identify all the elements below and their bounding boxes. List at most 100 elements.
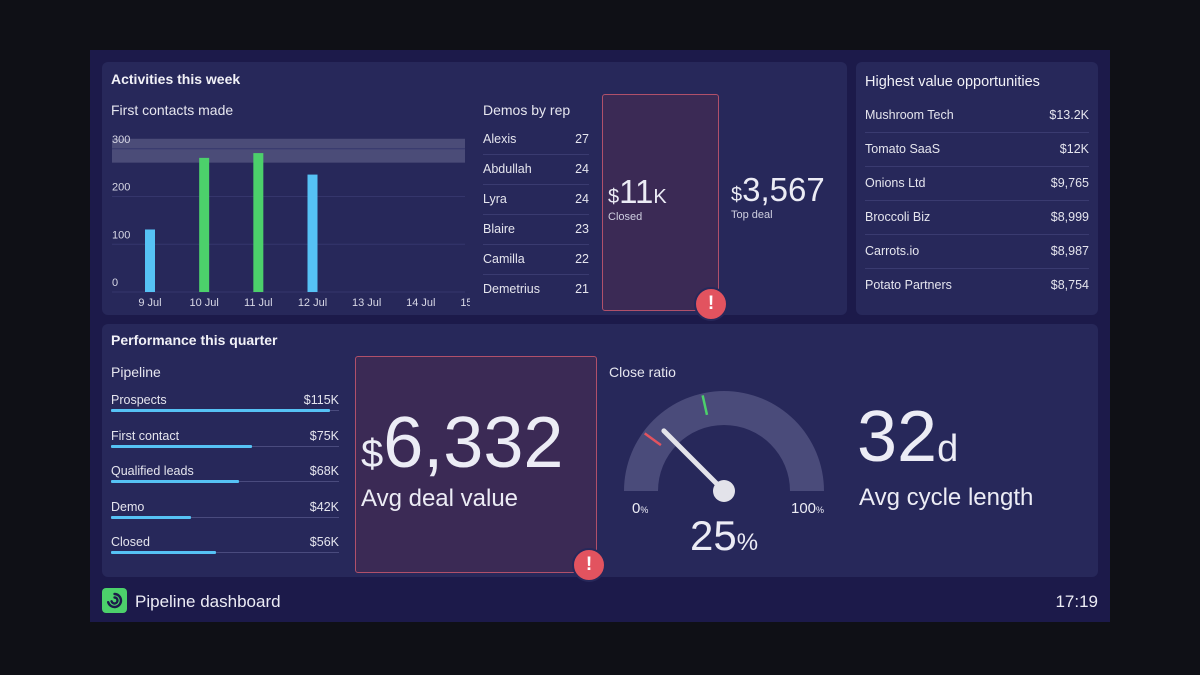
gauge-needle (661, 428, 727, 494)
closed-label: Closed (608, 211, 643, 223)
stage-name: Closed (111, 535, 150, 549)
rep-name: Alexis (483, 132, 517, 146)
bar (307, 174, 318, 292)
first-contacts-chart: 0 100 200 300 9 Jul 10 Jul 11 Jul 12 Jul 13 Jul 1… (112, 134, 470, 309)
opportunity-row[interactable]: Potato Partners $8,754 (865, 269, 1089, 302)
rep-name: Demetrius (483, 282, 540, 296)
stage-name: Demo (111, 499, 145, 514)
x-tick-label: 14 Jul (406, 297, 435, 309)
stage-name: Qualified leads (111, 464, 194, 478)
rep-demos: 22 (575, 252, 589, 266)
x-tick-label: 12 Jul (298, 297, 327, 309)
x-tick-label: 15 Jul (460, 297, 470, 309)
x-tick-label: 10 Jul (189, 297, 218, 309)
gauge-low-marker (643, 432, 662, 447)
opportunity-row[interactable]: Mushroom Tech $13.2K (865, 99, 1089, 133)
pipeline-stage-row: Prospects $115K (111, 393, 339, 423)
demo-rep-row: Lyra 24 (483, 185, 589, 215)
bar (145, 229, 155, 292)
gauge-min-label: 0% (632, 500, 648, 517)
alert-icon[interactable]: ! (694, 287, 728, 321)
demo-rep-row: Camilla 22 (483, 245, 589, 275)
stage-name: Prospects (111, 393, 167, 407)
cycle-label: Avg cycle length (859, 484, 1034, 511)
stage-progress-bar (111, 444, 253, 448)
opportunities-panel: Highest value opportunities Mushroom Tec… (856, 62, 1098, 315)
target-band (112, 138, 465, 163)
y-tick-label: 0 (112, 277, 118, 289)
stage-value: $115K (303, 393, 339, 407)
opportunity-name: Tomato SaaS (865, 142, 941, 156)
stage-progress-bar (111, 409, 330, 412)
opportunity-value: $8,999 (1050, 210, 1089, 224)
stage-track (111, 552, 339, 553)
top-deal-number: 3,567 (742, 171, 825, 208)
gauge-track (624, 391, 824, 491)
close-ratio-unit: % (736, 529, 759, 556)
y-tick-label: 100 (112, 229, 130, 241)
close-ratio-title: Close ratio (609, 364, 676, 380)
rep-name: Camilla (483, 252, 525, 266)
performance-title: Performance this quarter (111, 332, 278, 348)
opportunity-name: Onions Ltd (865, 176, 926, 190)
pipeline-stage-row: Qualified leads $68K (111, 464, 339, 494)
clock: 17:19 (1055, 592, 1098, 611)
pipeline-stage-row: Closed $56K (111, 535, 339, 565)
rep-demos: 24 (575, 162, 589, 176)
x-tick-label: 9 Jul (138, 297, 161, 309)
top-deal-currency: $ (731, 184, 743, 206)
rep-name: Abdullah (483, 162, 532, 176)
y-tick-label: 200 (112, 182, 130, 194)
dashboard-frame: Activities this week First contacts made… (90, 50, 1110, 622)
opportunity-name: Broccoli Biz (865, 210, 931, 224)
closed-kpi-card: $11K Closed (602, 94, 719, 311)
stage-value: $56K (309, 535, 339, 549)
close-ratio-gauge (624, 391, 824, 502)
opportunity-row[interactable]: Broccoli Biz $8,999 (865, 201, 1089, 235)
bar (253, 153, 264, 292)
stage-name: First contact (111, 428, 180, 443)
cycle-value: 32d (857, 396, 958, 478)
opportunity-row[interactable]: Carrots.io $8,987 (865, 235, 1089, 269)
stage-progress-bar (111, 515, 191, 519)
opportunity-value: $9,765 (1050, 176, 1089, 190)
stage-value: $68K (309, 464, 339, 478)
rep-demos: 24 (575, 192, 589, 206)
x-tick-label: 13 Jul (352, 297, 381, 309)
demos-title: Demos by rep (483, 102, 571, 118)
opportunities-title: Highest value opportunities (865, 74, 1040, 90)
opportunity-value: $12K (1059, 142, 1089, 156)
demo-rep-row: Demetrius 21 (483, 275, 589, 304)
rep-demos: 27 (575, 132, 589, 146)
performance-panel: Performance this quarter Pipeline Prospe… (102, 324, 1098, 582)
close-ratio-number: 25 (690, 512, 737, 559)
avg-deal-card: $6,332 Avg deal value (355, 356, 597, 573)
top-deal-label: Top deal (731, 209, 773, 221)
avg-deal-number: 6,332 (383, 403, 564, 483)
opportunity-row[interactable]: Tomato SaaS $12K (865, 133, 1089, 167)
y-tick-label: 300 (112, 134, 130, 146)
gauge-min-unit: % (640, 505, 649, 515)
closed-number: 11 (619, 173, 654, 210)
opportunity-row[interactable]: Onions Ltd $9,765 (865, 167, 1089, 201)
opportunity-name: Potato Partners (865, 278, 952, 292)
cycle-number: 32 (857, 397, 938, 477)
opportunity-value: $8,754 (1050, 278, 1089, 292)
stage-value: $42K (309, 499, 339, 514)
gauge-max-value: 100 (791, 500, 817, 517)
closed-value: $11K (608, 173, 667, 211)
close-ratio-value: 25% (690, 512, 758, 560)
activities-title: Activities this week (111, 71, 241, 87)
rep-name: Blaire (483, 222, 515, 236)
rep-name: Lyra (483, 192, 507, 206)
pipeline-title: Pipeline (111, 364, 161, 380)
stage-track (111, 516, 339, 518)
stage-progress-bar (111, 551, 216, 554)
stage-progress-bar (111, 480, 239, 483)
gauge-hub (713, 480, 735, 502)
alert-icon[interactable]: ! (572, 548, 606, 582)
gauge-max-label: 100% (791, 500, 824, 517)
dashboard-title: Pipeline dashboard (135, 592, 281, 611)
swirl-logo-icon (102, 588, 127, 613)
avg-deal-currency: $ (361, 432, 384, 476)
